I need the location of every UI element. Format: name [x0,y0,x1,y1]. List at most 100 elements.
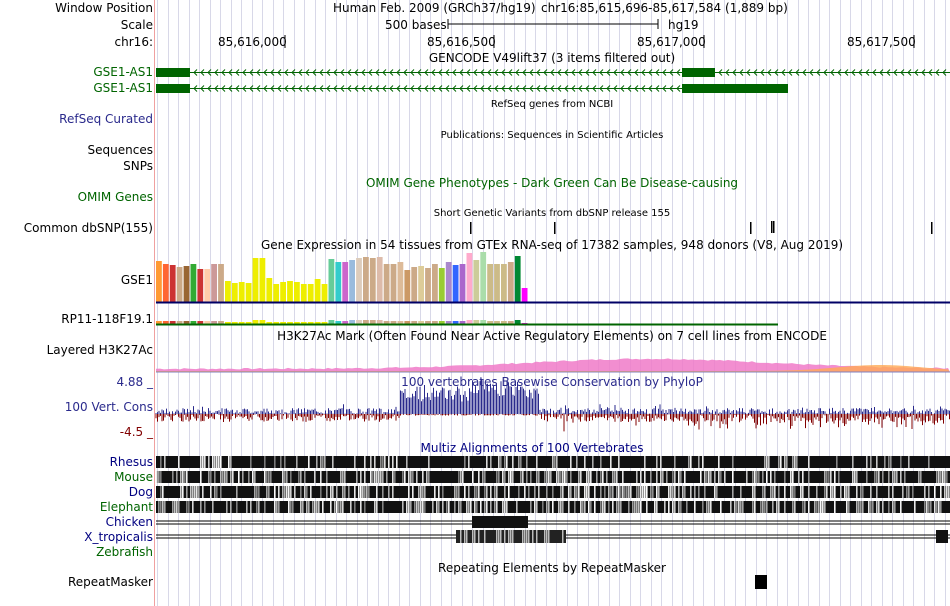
multiz-gap [674,501,676,513]
multiz-species-label[interactable]: Rhesus [109,455,153,469]
multiz-gap [596,471,598,483]
multiz-gap [798,471,800,483]
multiz-gap [732,486,734,498]
multiz-gap [458,501,460,513]
multiz-gap [936,471,938,483]
multiz-gap [414,501,416,513]
strand-arrow [494,69,499,76]
strand-arrow [277,69,282,76]
strand-arrow [606,85,611,92]
multiz-gap [250,456,252,468]
publications-track-title[interactable]: Publications: Sequences in Scientific Ar… [440,130,664,141]
multiz-gap [582,501,584,513]
strand-arrow [760,69,765,76]
gencode-track-title[interactable]: GENCODE V49lift37 (3 items filtered out) [428,51,676,65]
multiz-gap [926,501,928,513]
strand-arrow [501,69,506,76]
multiz-gap [686,501,688,513]
multiz-gap [292,501,294,513]
multiz-gap [576,486,578,498]
multiz-species-label[interactable]: Mouse [114,470,153,484]
multiz-gap [274,501,276,513]
gtex-bar [197,269,204,302]
phylop-track-title[interactable]: 100 vertebrates Basewise Conservation by… [401,375,703,389]
dbsnp-track-title[interactable]: Short Genetic Variants from dbSNP releas… [433,208,671,219]
multiz-gap [536,456,538,468]
multiz-gap [456,486,458,498]
multiz-gap [380,456,382,468]
phylop-track-label[interactable]: 100 Vert. Cons [64,400,153,414]
repeatmasker-label[interactable]: RepeatMasker [67,575,153,589]
strand-arrow [487,69,492,76]
multiz-gap [566,471,568,483]
multiz-gap [834,501,836,513]
multiz-gap [200,471,202,483]
multiz-gap [674,486,676,498]
gtex-gene-label[interactable]: GSE1 [120,273,153,287]
multiz-gap [594,501,596,513]
multiz-gap [222,471,224,483]
h3k27ac-track-title[interactable]: H3K27Ac Mark (Often Found Near Active Re… [277,329,827,343]
omim-genes-label[interactable]: OMIM Genes [77,190,153,204]
h3k27ac-label[interactable]: Layered H3K27Ac [46,343,153,357]
multiz-gap [940,486,942,498]
gtex-bar-small [425,321,431,324]
gtex-bar-small [411,321,418,324]
gene-exon [156,84,190,93]
multiz-gap [196,486,198,498]
multiz-gap [504,486,506,498]
gtex-bar [494,264,500,302]
multiz-species-label[interactable]: Chicken [105,515,153,529]
strand-arrow [536,85,541,92]
strand-arrow [480,85,485,92]
multiz-gap [266,471,268,483]
multiz-gap [622,471,624,483]
multiz-species-label[interactable]: Elephant [99,500,153,514]
multiz-gap [302,501,304,513]
multiz-gap [258,501,260,513]
multiz-gap [424,501,426,513]
multiz-gap [320,471,322,483]
strand-arrow [788,69,793,76]
repeatmasker-track-title[interactable]: Repeating Elements by RepeatMasker [438,561,666,575]
multiz-species-label[interactable]: Zebrafish [96,545,153,559]
multiz-gap [360,501,362,513]
h3k27ac-signal [156,358,950,372]
gencode-item-label[interactable]: GSE1-AS1 [93,65,153,79]
multiz-gap [826,486,828,498]
multiz-gap [856,486,858,498]
multiz-track-title[interactable]: Multiz Alignments of 100 Vertebrates [420,441,644,455]
strand-arrow [298,69,303,76]
multiz-gap [918,471,920,483]
strand-arrow [529,85,534,92]
strand-arrow [249,85,254,92]
omim-track-title[interactable]: OMIM Gene Phenotypes - Dark Green Can Be… [365,176,739,190]
publications-sequences-label[interactable]: Sequences [87,143,153,157]
refseq-track-title[interactable]: RefSeq genes from NCBI [490,99,614,110]
multiz-species-label[interactable]: X_tropicalis [84,530,153,544]
multiz-gap [332,456,334,468]
multiz-gap [348,486,350,498]
multiz-gap [948,486,950,498]
dbsnp-label[interactable]: Common dbSNP(155) [23,221,153,235]
publications-snps-label[interactable]: SNPs [123,159,153,173]
multiz-gap [866,471,868,483]
multiz-gap [762,486,764,498]
multiz-species-label[interactable]: Dog [128,485,153,499]
multiz-gap [524,530,526,543]
multiz-gap [528,486,530,498]
gtex-bar-small [390,321,397,324]
position-text[interactable]: chr16:85,615,696-85,617,584 (1,889 bp) [541,1,788,15]
multiz-gap [264,471,266,483]
multiz-gap [520,456,522,468]
refseq-curated-label[interactable]: RefSeq Curated [59,112,153,126]
multiz-gap [802,471,804,483]
multiz-gap [360,471,362,483]
gencode-item-label[interactable]: GSE1-AS1 [93,81,153,95]
gtex-gene-label[interactable]: RP11-118F19.1 [61,312,153,326]
multiz-gap [376,471,378,483]
gtex-bar [252,258,259,302]
multiz-gap [326,486,328,498]
multiz-gap [374,456,376,468]
gtex-track-title[interactable]: Gene Expression in 54 tissues from GTEx … [260,238,844,252]
